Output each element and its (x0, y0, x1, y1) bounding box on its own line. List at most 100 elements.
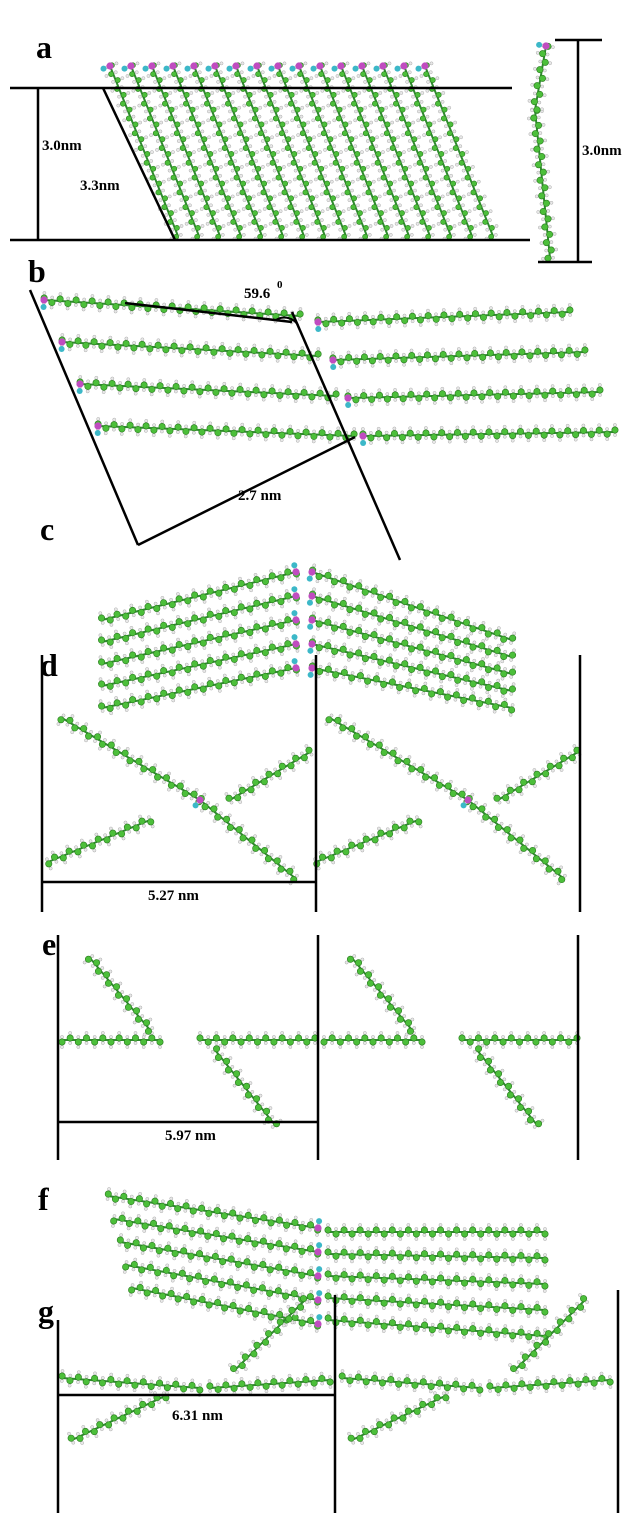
hydrogen (318, 397, 321, 400)
hydrogen (399, 1412, 402, 1415)
carbon (447, 394, 453, 400)
carbon (405, 682, 411, 688)
carbon (470, 681, 476, 687)
nitrogen (269, 66, 275, 72)
hydrogen (383, 678, 386, 681)
hydrogen (172, 699, 175, 702)
hydrogen (224, 189, 227, 192)
carbon (397, 1277, 403, 1283)
hydrogen (453, 199, 456, 202)
carbon (327, 1379, 333, 1385)
hydrogen (357, 74, 360, 77)
carbon (423, 175, 428, 180)
carbon (460, 697, 466, 703)
hydrogen (264, 224, 267, 227)
carbon (411, 1035, 417, 1041)
hydrogen (232, 91, 235, 94)
carbon (502, 795, 508, 801)
hydrogen (414, 1379, 417, 1382)
hydrogen (303, 139, 306, 142)
hydrogen (545, 1390, 548, 1393)
hydrogen (406, 815, 409, 818)
carbon (200, 594, 206, 600)
carbon (380, 681, 386, 687)
carbon (225, 205, 230, 210)
carbon (242, 1354, 248, 1360)
carbon (456, 311, 462, 317)
carbon (258, 131, 263, 136)
carbon (206, 1210, 212, 1216)
hydrogen (171, 1279, 174, 1282)
hydrogen (469, 1045, 472, 1048)
hydrogen (335, 1272, 338, 1275)
hydrogen (174, 115, 177, 118)
hydrogen (139, 695, 142, 698)
hydrogen (405, 1405, 408, 1408)
hydrogen (262, 398, 265, 401)
hydrogen (172, 676, 175, 679)
hydrogen (367, 1237, 370, 1240)
hydrogen (339, 1045, 342, 1048)
hydrogen (420, 661, 423, 664)
hydrogen (301, 80, 304, 83)
carbon (103, 972, 109, 978)
oxygen (379, 62, 386, 69)
carbon (80, 842, 86, 848)
hydrogen (253, 1317, 256, 1320)
carbon (271, 1039, 277, 1045)
hydrogen (252, 100, 255, 103)
hydrogen (470, 632, 473, 635)
hydrogen (219, 71, 222, 74)
hydrogen (285, 566, 288, 569)
carbon (95, 968, 101, 974)
oxygen (308, 568, 315, 575)
carbon (134, 1408, 140, 1414)
hydrogen (209, 422, 212, 425)
hydrogen (193, 421, 196, 424)
carbon (367, 980, 373, 986)
carbon (147, 116, 152, 121)
hydrogen (144, 119, 147, 122)
carbon (303, 190, 308, 195)
hydrogen (217, 80, 220, 83)
carbon (216, 660, 222, 666)
hydrogen (223, 651, 226, 654)
hydrogen (448, 430, 451, 433)
carbon (428, 1383, 434, 1389)
hydrogen (495, 1338, 498, 1341)
hydrogen (339, 355, 342, 358)
hydrogen (234, 159, 237, 162)
hydrogen (114, 630, 117, 633)
hydrogen (342, 676, 345, 679)
hydrogen (396, 119, 399, 122)
hydrogen (342, 1300, 345, 1303)
hydrogen (447, 1227, 450, 1230)
carbon (407, 430, 413, 436)
hydrogen (433, 615, 436, 618)
carbon (574, 351, 580, 357)
carbon (237, 1308, 243, 1314)
hydrogen (353, 222, 356, 225)
carbon (49, 299, 55, 305)
hydrogen (389, 1383, 392, 1386)
carbon (393, 621, 399, 627)
carbon (435, 205, 440, 210)
hydrogen (177, 1202, 180, 1205)
carbon (397, 1254, 403, 1260)
carbon (445, 1303, 451, 1309)
carbon (580, 427, 586, 433)
nitrogen (316, 1314, 322, 1320)
hydrogen (568, 303, 571, 306)
hydrogen (192, 589, 195, 592)
carbon (240, 190, 245, 195)
hydrogen (177, 71, 180, 74)
hydrogen (263, 623, 266, 626)
hydrogen (77, 1035, 80, 1038)
hydrogen (99, 700, 102, 703)
hydrogen (262, 1281, 265, 1284)
hydrogen (247, 1232, 250, 1235)
carbon (117, 385, 123, 391)
hydrogen (359, 1269, 362, 1272)
carbon (532, 130, 538, 136)
hydrogen (228, 136, 231, 139)
